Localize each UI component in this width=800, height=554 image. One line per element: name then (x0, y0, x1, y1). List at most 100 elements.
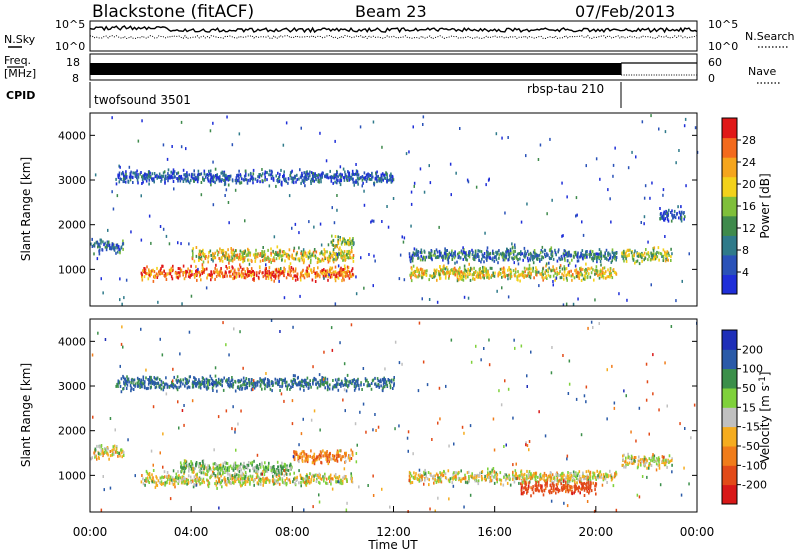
velocity-cell (264, 470, 266, 473)
velocity-cell (567, 481, 570, 484)
power-cell (249, 251, 252, 255)
velocity-cell (512, 477, 514, 481)
power-cell (385, 171, 387, 175)
velocity-cell (171, 481, 174, 485)
velocity-cell (576, 486, 579, 490)
velocity-cell (444, 476, 447, 479)
power-cell (253, 271, 256, 275)
velocity-cell (575, 485, 578, 489)
power-cell (220, 267, 222, 270)
power-cell (224, 251, 227, 255)
velocity-cell (175, 472, 178, 476)
velocity-cell (609, 469, 611, 473)
power-noise-cell (410, 224, 412, 228)
power-cell (346, 265, 349, 269)
velocity-cell (272, 474, 274, 478)
velocity-cell (270, 467, 273, 471)
power-cell (222, 248, 225, 252)
velocity-cell (311, 461, 314, 465)
power-cell (254, 259, 257, 263)
power-cell (480, 260, 482, 264)
power-cell (575, 274, 578, 278)
power-cell (308, 255, 310, 259)
power-cell (501, 252, 504, 256)
power-cell (596, 270, 599, 274)
power-cell (271, 170, 273, 174)
power-cell (487, 274, 489, 278)
velocity-cell (536, 487, 539, 491)
power-cell (559, 264, 562, 268)
power-cell (189, 273, 191, 277)
velocity-cell (144, 483, 146, 487)
power-cell (228, 261, 230, 265)
power-cell (332, 181, 334, 185)
power-cell (552, 257, 555, 261)
power-cell (241, 250, 243, 254)
power-cell (493, 274, 496, 278)
power-cell (165, 174, 167, 178)
power-cell (275, 253, 277, 256)
velocity-cell (541, 489, 544, 493)
velocity-cell (630, 454, 633, 458)
power-cell (341, 279, 343, 283)
power-colorbar (722, 118, 737, 295)
velocity-cell (228, 469, 230, 473)
velocity-cell (188, 467, 190, 471)
power-cell (270, 260, 272, 264)
velocity-cell (582, 471, 584, 475)
power-cell (611, 276, 614, 280)
power-cell (419, 250, 422, 254)
power-cell (225, 254, 228, 258)
power-cell (433, 272, 435, 276)
power-cell (461, 277, 463, 281)
power-cell (346, 250, 348, 253)
power-cell (306, 170, 308, 174)
power-noise-cell (643, 222, 645, 226)
power-cell (358, 177, 361, 181)
power-cell (301, 171, 303, 175)
velocity-cell (563, 473, 565, 477)
velocity-cell (529, 475, 531, 479)
power-cell (238, 274, 241, 278)
velocity-cell (226, 468, 229, 472)
velocity-cell (201, 459, 204, 463)
velocity-cell (574, 480, 576, 484)
velocity-cell (214, 474, 217, 478)
power-cell (670, 247, 672, 251)
power-cell (160, 179, 162, 183)
power-cell (305, 254, 307, 258)
velocity-cell (491, 478, 494, 482)
velocity-cell (437, 478, 440, 482)
power-noise-cell (635, 155, 637, 159)
velocity-cell (218, 477, 220, 481)
power-cell (314, 275, 317, 279)
power-cell (349, 255, 351, 258)
power-cell (597, 255, 599, 259)
power-noise-cell (517, 262, 520, 266)
power-cell (347, 170, 349, 174)
power-noise-cell (408, 150, 410, 154)
power-noise-cell (150, 241, 152, 245)
power-cell (226, 266, 228, 270)
velocity-cell (230, 474, 233, 478)
velocity-cell (313, 452, 316, 456)
velocity-cell (252, 467, 254, 471)
velocity-cell (94, 455, 96, 459)
power-cell (244, 270, 247, 274)
power-cell (596, 260, 598, 264)
power-cell (257, 275, 260, 279)
power-cell (556, 270, 558, 274)
power-cell (581, 249, 584, 253)
velocity-cell (194, 466, 196, 470)
velocity-cell (640, 463, 642, 467)
power-cell (281, 250, 284, 254)
power-cell (510, 251, 512, 255)
power-cell (196, 180, 199, 184)
velocity-cell (583, 477, 585, 481)
power-cell (530, 253, 533, 257)
power-cell (117, 245, 120, 248)
power-cell (519, 279, 521, 283)
velocity-cell (512, 473, 514, 477)
power-cell (563, 277, 565, 281)
velocity-cell (241, 473, 243, 477)
